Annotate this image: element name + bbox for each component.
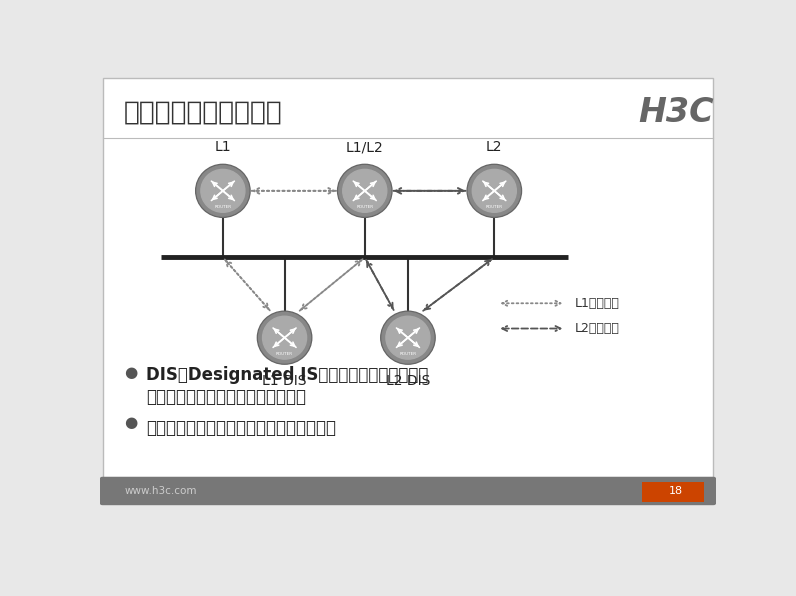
Text: L2: L2 (486, 140, 502, 154)
Text: ●: ● (124, 365, 138, 380)
FancyBboxPatch shape (100, 477, 716, 505)
FancyBboxPatch shape (642, 482, 704, 501)
Text: ROUTER: ROUTER (486, 205, 503, 209)
Text: H3C: H3C (638, 97, 714, 129)
Text: 广播网络上的邻接关系: 广播网络上的邻接关系 (124, 100, 283, 126)
Text: www.h3c.com: www.h3c.com (124, 486, 197, 496)
Ellipse shape (201, 169, 245, 212)
Text: L1邻接关系: L1邻接关系 (575, 297, 619, 310)
Text: L1 DIS: L1 DIS (263, 374, 306, 389)
Text: L1: L1 (215, 140, 231, 154)
Text: ROUTER: ROUTER (356, 205, 373, 209)
Ellipse shape (339, 166, 391, 216)
Ellipse shape (263, 316, 306, 359)
Ellipse shape (338, 164, 392, 218)
Text: ROUTER: ROUTER (214, 205, 232, 209)
Ellipse shape (343, 169, 387, 212)
Text: 同一级别的路由器之间都会形成邻接关系。: 同一级别的路由器之间都会形成邻接关系。 (146, 420, 336, 437)
Ellipse shape (468, 166, 521, 216)
Text: L2邻接关系: L2邻接关系 (575, 322, 619, 335)
Ellipse shape (380, 311, 435, 364)
Ellipse shape (259, 312, 310, 363)
FancyBboxPatch shape (103, 79, 713, 503)
Ellipse shape (386, 316, 430, 359)
Text: L2 DIS: L2 DIS (386, 374, 430, 389)
Ellipse shape (382, 312, 434, 363)
Ellipse shape (257, 311, 312, 364)
Text: ●: ● (124, 415, 138, 430)
Ellipse shape (196, 164, 250, 218)
Text: 节点，以简化拓扑，减少资源消耗。: 节点，以简化拓扑，减少资源消耗。 (146, 388, 306, 406)
Text: 18: 18 (669, 486, 683, 496)
Ellipse shape (467, 164, 521, 218)
Ellipse shape (197, 166, 249, 216)
Ellipse shape (472, 169, 517, 212)
Text: L1/L2: L1/L2 (346, 140, 384, 154)
Text: ROUTER: ROUTER (400, 352, 416, 356)
Text: ROUTER: ROUTER (276, 352, 293, 356)
Text: DIS（Designated IS）的作用是创建和更新伪: DIS（Designated IS）的作用是创建和更新伪 (146, 366, 428, 384)
